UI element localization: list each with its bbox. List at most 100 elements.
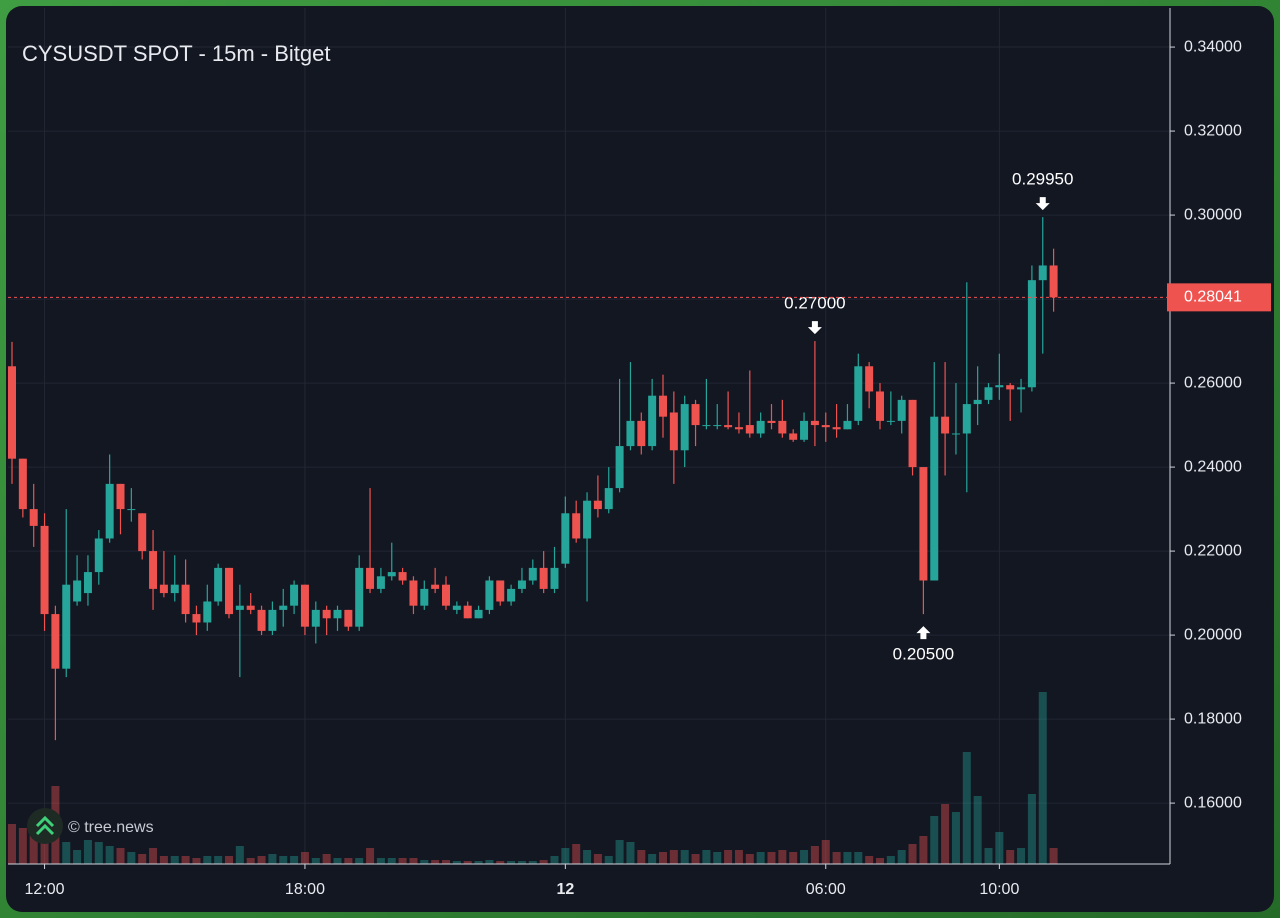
candle-body [745,425,754,434]
volume-bar [420,860,429,864]
candle-body [789,433,798,440]
last-price-label: 0.28041 [1184,289,1242,306]
volume-bar [756,852,765,864]
volume-bar [659,852,667,864]
candle-body [561,513,570,564]
candle-body [507,588,516,602]
candle-body [366,567,375,589]
candle-body [876,391,884,421]
candle-body [854,366,863,421]
candle-body [235,605,244,610]
volume-bar [637,850,646,864]
chart-title: CYSUSDT SPOT - 15m - Bitget [22,41,331,66]
volume-bar [442,860,450,864]
candle-body [279,605,288,610]
x-tick-label: 06:00 [806,881,846,898]
candle-body [181,584,190,615]
candle-body [170,584,179,594]
candle-body [984,387,993,400]
volume-bar [225,856,233,864]
watermark-chevrons [35,815,55,836]
candle-body [702,425,711,427]
volume-bar [832,852,841,864]
candle-body [127,509,136,511]
volume-bar [1038,692,1047,864]
volume-bar [138,854,147,864]
candle-body [214,567,223,602]
volume-bar [344,858,353,864]
volume-bar [876,858,884,864]
volume-bar [865,856,874,864]
volume-bar [919,836,928,864]
candle-body [539,567,548,589]
volume-bar [398,858,407,864]
candle-body [300,584,309,627]
candle-body [496,580,505,602]
annotation-arrow [916,626,931,640]
volume-bar [734,850,743,864]
candle-body [1038,265,1047,281]
volume-bar [246,858,255,864]
volume-bar [604,856,613,864]
volume-bar [1049,848,1058,864]
volume-bar [973,796,982,864]
candle-body [1027,280,1036,388]
volume-bar [496,861,505,864]
volume-bar [257,856,266,864]
candle-body [376,576,385,589]
volume-bar [452,861,461,864]
candle-body [409,580,418,606]
volume-bar [897,850,906,864]
candle-body [105,483,114,539]
candle-body [268,609,277,631]
volume-bar [550,856,559,864]
volume-bar [62,842,71,864]
candle-body [778,420,787,434]
volume-bar [669,850,678,864]
volume-bar [951,812,960,864]
y-tick-label: 0.30000 [1184,206,1242,223]
candle-body [995,385,1004,388]
candle-body [1017,387,1026,390]
candle-body [800,420,809,440]
last-price-box [1167,283,1271,312]
panel [6,6,1274,912]
volume-bar [908,844,917,864]
volume-bar [691,854,700,864]
y-tick-label: 0.24000 [1184,458,1242,475]
volume-bar [290,856,299,864]
candle-body [333,609,342,619]
volume-bar [40,836,49,864]
volume-bar [149,848,158,864]
candle-body [517,580,526,589]
y-tick-label: 0.22000 [1184,542,1242,559]
volume-bar [767,852,776,864]
candle-body [865,366,874,392]
volume-bar [626,842,635,864]
candle-body [962,404,971,434]
candle-body [51,614,60,669]
candle-body [474,609,483,619]
candle-body [528,567,537,581]
overlay-layer: 0.27000 0.29950 0.20500 [8,170,1170,664]
candle-body [116,483,125,510]
candle-layer [8,217,1058,741]
candle-body [431,584,440,589]
y-tick-label: 0.26000 [1184,374,1242,391]
volume-bar [235,846,244,864]
volume-bar [745,854,754,864]
candle-body [637,420,646,447]
watermark-text: © tree.news [68,819,154,836]
candle-body [138,513,147,552]
candle-body [311,609,320,627]
volume-bar [192,858,201,864]
volume-bar [355,858,364,864]
candle-body [593,500,602,510]
volume-bar [1006,850,1015,864]
candle-body [485,580,494,610]
candle-body [29,509,38,526]
candle-body [18,458,27,510]
candle-body [8,366,16,459]
annotation-arrow [1035,197,1050,211]
